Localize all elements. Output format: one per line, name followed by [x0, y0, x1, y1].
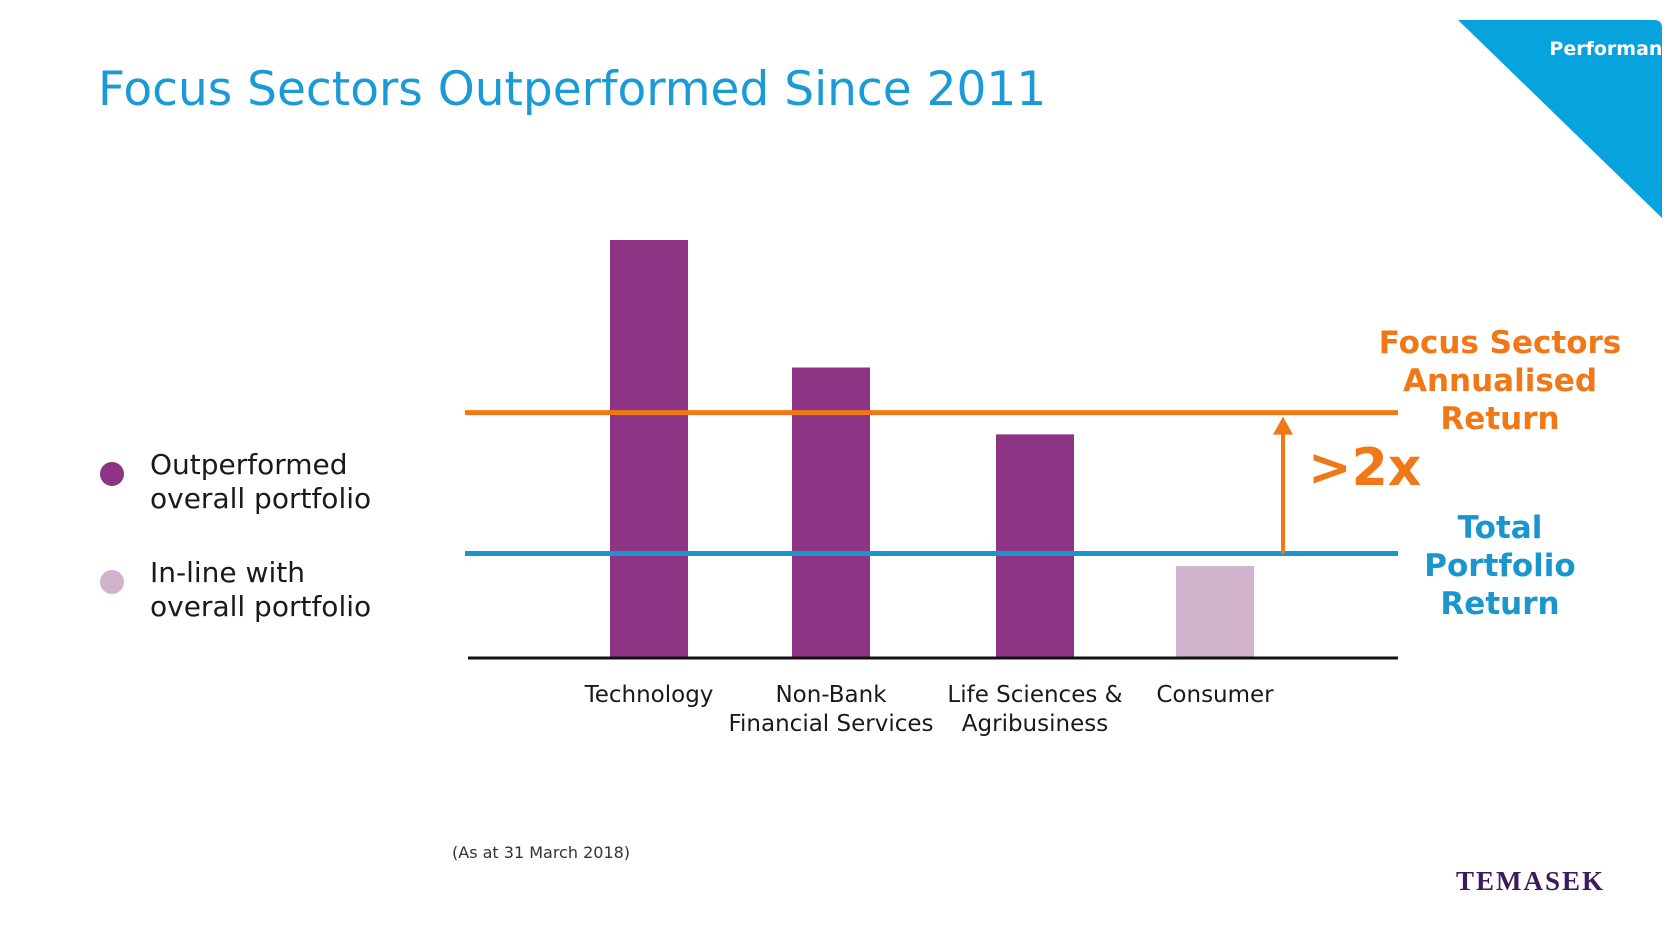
performance-badge: Performance: [1458, 20, 1676, 218]
bar-1: [792, 367, 870, 658]
bar-3: [1176, 566, 1254, 658]
legend-item-outperformed: Outperformed overall portfolio: [100, 448, 371, 516]
page-title: Focus Sectors Outperformed Since 2011: [98, 62, 1047, 117]
annotation-2x: >2x: [1308, 438, 1421, 498]
bar-0: [610, 240, 688, 658]
reference-line-label-1: Total Portfolio Return: [1424, 510, 1575, 622]
legend-item-inline: In-line with overall portfolio: [100, 556, 371, 624]
category-label-1: Non-Bank Financial Services: [728, 682, 933, 737]
legend-label-inline: In-line with overall portfolio: [150, 556, 372, 623]
legend-dot-outperformed: [100, 462, 124, 486]
legend-dot-inline: [100, 570, 124, 594]
category-label-0: Technology: [584, 682, 714, 708]
temasek-logo: TEMASEK: [1456, 866, 1606, 896]
footnote: (As at 31 March 2018): [452, 843, 631, 862]
arrow-head: [1273, 416, 1293, 435]
badge-triangle: [1458, 20, 1662, 218]
legend-label-outperformed: Outperformed overall portfolio: [150, 448, 372, 515]
category-label-2: Life Sciences & Agribusiness: [947, 682, 1122, 737]
reference-line-label-0: Focus Sectors Annualised Return: [1379, 325, 1622, 437]
bar-2: [996, 434, 1074, 658]
category-label-3: Consumer: [1156, 682, 1274, 708]
badge-label: Performance: [1549, 38, 1676, 60]
